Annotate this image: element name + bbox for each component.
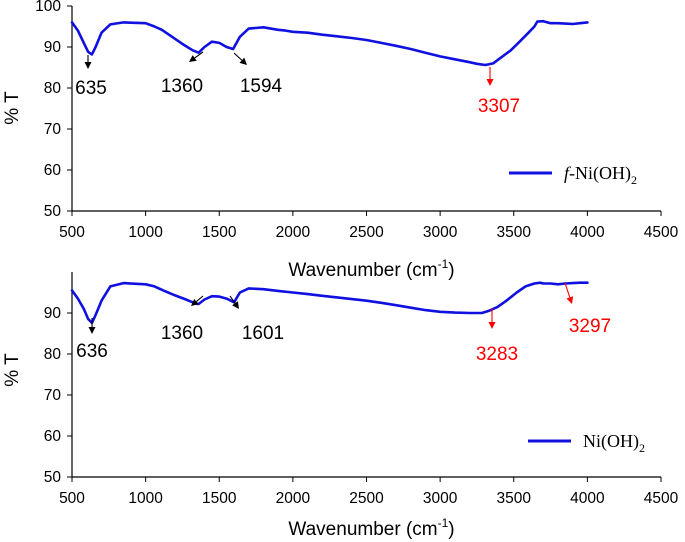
x-tick-label: 500 — [59, 490, 85, 507]
x-axis-title: Wavenumber (cm-1) — [288, 257, 454, 281]
x-tick-label: 3500 — [497, 490, 532, 507]
x-tick-label: 500 — [59, 224, 85, 241]
y-tick-label: 70 — [44, 387, 62, 404]
peak-label-636: 636 — [76, 341, 108, 362]
y-tick-label: 70 — [44, 121, 62, 138]
x-tick-label: 3000 — [423, 224, 458, 241]
x-tick-label: 4500 — [644, 490, 679, 507]
y-axis-title: % T — [2, 91, 23, 125]
peak-arrow-3297 — [564, 282, 574, 304]
y-tick-label: 90 — [44, 305, 62, 322]
y-tick-label: 60 — [44, 428, 62, 445]
peak-label-635: 635 — [75, 78, 107, 99]
peak-label-1601: 1601 — [242, 323, 284, 344]
x-axis-title: Wavenumber (cm-1) — [288, 516, 454, 540]
y-tick-label: 90 — [44, 39, 62, 56]
x-tick-label: 3500 — [497, 224, 532, 241]
peak-label-3283: 3283 — [476, 344, 518, 365]
x-tick-label: 2500 — [349, 490, 384, 507]
x-tick-label: 4000 — [570, 490, 605, 507]
y-tick-label: 80 — [44, 346, 62, 363]
peak-arrow-1360 — [191, 295, 204, 306]
y-tick-label: 100 — [35, 0, 61, 15]
x-tick-label: 4000 — [570, 224, 605, 241]
peak-arrow-3307 — [486, 67, 494, 86]
series-line-2 — [70, 281, 589, 325]
peak-arrow-635 — [84, 55, 92, 69]
y-tick-label: 50 — [44, 203, 62, 220]
x-tick-label: 1500 — [202, 490, 237, 507]
x-tick-label: 1500 — [202, 224, 237, 241]
x-tick-label: 2000 — [276, 490, 311, 507]
peak-label-1360: 1360 — [161, 323, 203, 344]
series-line-1 — [70, 19, 589, 67]
legend-label: f-Ni(OH)2 — [564, 163, 637, 187]
legend: f-Ni(OH)2 — [509, 163, 637, 187]
x-tick-label: 1000 — [128, 490, 163, 507]
x-tick-label: 2000 — [276, 224, 311, 241]
peak-label-1594: 1594 — [240, 76, 283, 97]
x-tick-label: 3000 — [423, 490, 458, 507]
peak-arrow-3283 — [488, 308, 496, 329]
x-tick-label: 4500 — [644, 224, 679, 241]
y-axis-title: % T — [2, 353, 23, 387]
peak-label-3307: 3307 — [478, 96, 520, 117]
peak-label-1360: 1360 — [161, 76, 203, 97]
y-tick-label: 80 — [44, 80, 62, 97]
y-tick-label: 50 — [44, 469, 62, 486]
legend-label: Ni(OH)2 — [583, 431, 645, 455]
peak-arrow-1360 — [189, 51, 204, 62]
x-tick-label: 2500 — [349, 224, 384, 241]
legend: Ni(OH)2 — [528, 431, 645, 455]
peak-arrow-1601 — [229, 295, 239, 309]
peak-label-3297: 3297 — [569, 316, 611, 337]
chart-panel-1: 500 1000 1500 2000 2500 3000 3500 4000 4500 50 60 7… — [2, 0, 679, 281]
chart-panel-2: 500 1000 1500 2000 2500 3000 3500 4000 4500 50 60 7… — [2, 272, 679, 540]
peak-arrow-636 — [88, 318, 96, 334]
peak-arrow-1594 — [233, 52, 247, 65]
y-tick-label: 60 — [44, 162, 62, 179]
x-tick-label: 1000 — [128, 224, 163, 241]
